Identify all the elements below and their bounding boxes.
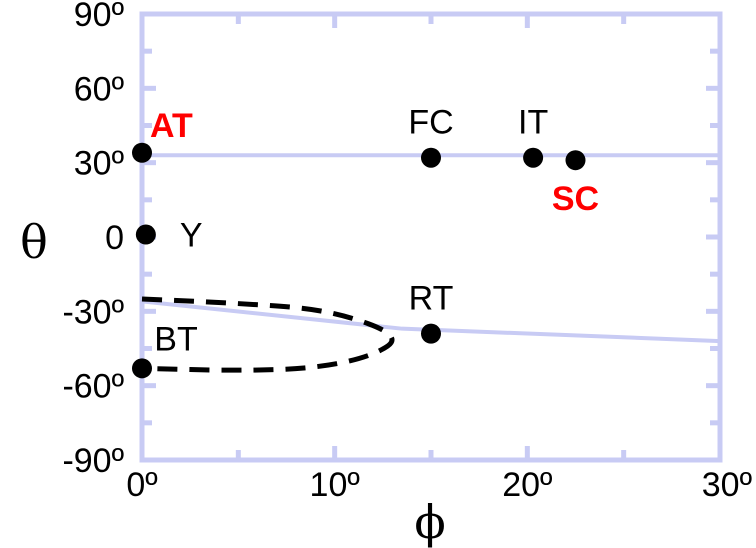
- x-tick-label: 0º: [126, 466, 157, 504]
- y-tick-label: -90º: [62, 442, 124, 480]
- plot-frame: [139, 11, 723, 463]
- y-tick-label: 0: [105, 219, 124, 257]
- dashed-curve: [141, 296, 395, 373]
- point-rt: [421, 323, 441, 344]
- tick-labels: 0º 10º 20º 30º 90º 60º 30º 0 -30º -60º -90º: [62, 0, 752, 504]
- point-it: [523, 147, 544, 168]
- point-label-rt: RT: [409, 280, 454, 318]
- plot-border: [139, 11, 723, 463]
- point-label-at: AT: [150, 107, 193, 145]
- point-label-it: IT: [518, 104, 548, 142]
- y-axis-label: θ: [20, 215, 48, 269]
- point-fc: [421, 147, 441, 168]
- y-tick-label: 90º: [74, 0, 124, 34]
- tick-marks: [142, 14, 720, 460]
- y-tick-label: 30º: [74, 145, 124, 183]
- point-label-sc: SC: [552, 180, 599, 218]
- x-tick-label: 30º: [702, 466, 752, 504]
- point-sc: [565, 150, 586, 171]
- y-tick-label: 60º: [74, 70, 124, 108]
- x-tick-label: 10º: [310, 466, 360, 504]
- point-label-fc: FC: [408, 104, 453, 142]
- x-axis-label: ϕ: [414, 495, 445, 548]
- point-label-bt: BT: [154, 320, 197, 358]
- point-label-y: Y: [180, 217, 203, 255]
- point-bt: [132, 358, 152, 379]
- y-tick-label: -30º: [62, 293, 124, 331]
- solid-line: [141, 299, 721, 344]
- x-tick-label: 20º: [502, 466, 552, 504]
- point-at: [132, 142, 152, 163]
- y-tick-label: -60º: [62, 368, 124, 406]
- point-y: [135, 224, 156, 245]
